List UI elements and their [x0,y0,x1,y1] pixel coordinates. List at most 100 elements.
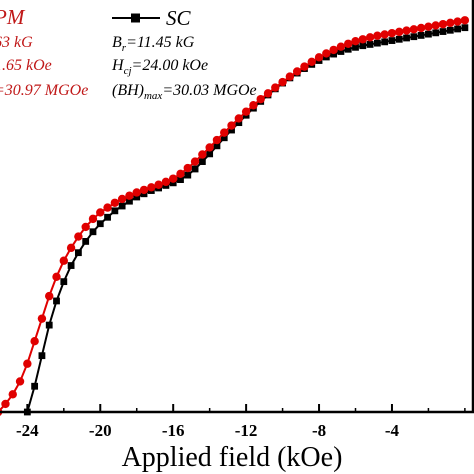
series-pm-point [278,77,287,87]
series-pm-point [45,291,54,301]
series-pm [0,16,470,416]
series-pm-point [409,25,419,34]
series-sc-point [38,352,46,360]
series-pm-point [96,208,105,217]
series-sc-point [337,48,345,55]
series-sc-point [31,382,39,390]
series-pm-point [241,107,251,116]
series-pm-point [212,135,222,145]
legend-pm-name: PM [0,5,26,29]
series-pm-line [0,19,466,412]
series-sc-point [53,297,60,305]
series-pm-point [271,83,280,92]
series-sc-point [96,220,104,228]
series-sc-point [133,193,141,201]
series-pm-point [117,194,127,204]
series-pm-point [81,222,90,232]
series-pm-point [307,57,316,66]
series-pm-point [132,188,141,197]
series-pm-point [336,42,346,51]
series-pm-point [395,27,404,37]
series-sc-point [395,35,403,43]
series-sc-point [111,207,119,215]
series-pm-point [103,203,112,212]
series-pm-point [460,16,470,25]
series-sc-point [366,41,374,48]
series-sc-point [388,37,396,44]
series-pm-point [227,121,236,130]
series-pm-point [292,67,302,76]
series-pm-point [446,18,455,28]
series-sc-point [74,249,82,257]
series-pm-point [249,101,258,110]
series-sc-point [381,38,389,46]
x-axis: -24 -20 -16 -12 -8 -4 [0,0,474,440]
series-sc-point [177,176,184,184]
series-pm-point [402,26,411,35]
x-tick-label: -12 [235,421,258,440]
series-pm-point [314,53,324,62]
series-sc-point [403,34,410,42]
series-sc-point [446,26,454,34]
series-pm-point [438,19,448,29]
series-sc-point [191,165,199,173]
series-sc-point [60,278,68,286]
series-pm-point [15,377,25,386]
series-pm-point [190,157,200,166]
x-axis-title: Applied field (kOe) [122,442,343,473]
series-pm-point [387,28,397,38]
series-pm-point [183,163,192,173]
series-pm-point [205,143,214,152]
x-tick-label: -20 [89,421,112,440]
series-pm-point [125,191,134,200]
series-sc-point [184,171,192,179]
series-pm-point [351,37,360,46]
series-sc-point [352,43,359,51]
series-sc-point [198,158,206,165]
series-sc-point [461,24,469,32]
series-sc-point [359,42,367,50]
series-pm-point [329,45,338,55]
series-sc-point [425,30,432,38]
series-sc-point [410,33,418,41]
series-pm-point [154,180,163,189]
series-pm-point [110,198,120,207]
series-pm-point [176,169,185,179]
legend-sc-name: SC [166,6,192,30]
series-pm-point [431,21,440,30]
series-sc-point [104,213,111,221]
series-sc-point [228,126,235,134]
series-pm-point [30,336,39,346]
series-pm-point [52,272,61,282]
legend-pm-line-3: =30.97 MGOe [0,82,88,99]
x-tick-label: -16 [162,421,185,440]
series-pm-point [453,17,462,26]
series-sc-point [126,197,133,205]
x-tick-label: -8 [312,421,326,440]
series-pm-point [168,174,178,183]
series-pm-point [198,150,207,159]
series-sc-point [344,45,352,53]
series-pm-point [358,35,367,44]
series-pm-point [37,314,47,323]
series-layer [0,16,470,416]
series-pm-point [344,39,353,48]
series-pm-point [256,94,265,104]
series-pm-point [263,89,273,98]
series-pm-point [220,128,229,137]
series-pm-point [23,359,32,368]
series-sc-point [417,32,425,39]
series-sc-point [118,202,126,210]
series-pm-point [74,232,83,241]
series-sc-point [67,262,75,269]
series-pm-point [322,49,331,58]
legend-pm-line-1: 63 kG [0,34,33,51]
series-pm-point [365,33,375,42]
legend-sc-bhmax: (BH)max=30.03 MGOe [112,82,257,102]
series-pm-point [8,390,17,399]
series-pm-point [234,114,244,123]
series-sc-point [82,238,90,245]
series-sc-point [439,28,447,35]
series-sc-point [454,25,461,33]
